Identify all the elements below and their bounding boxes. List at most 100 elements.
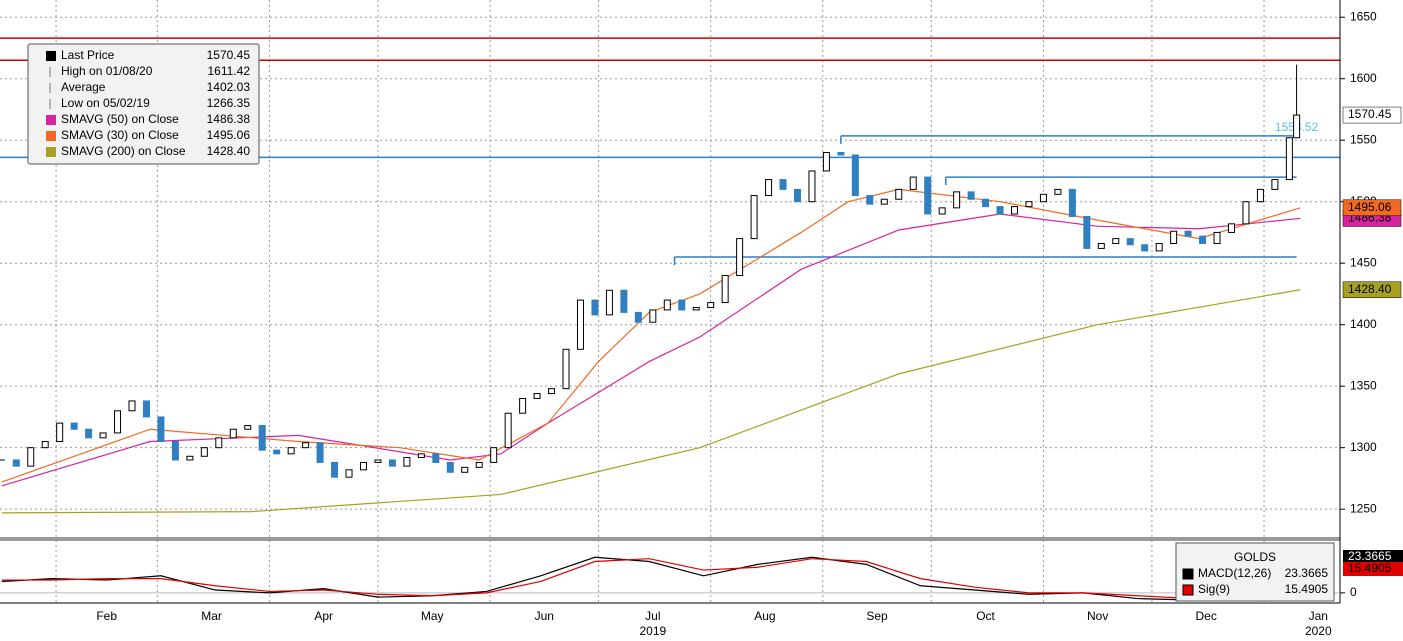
candle <box>779 179 787 190</box>
candle <box>938 207 946 215</box>
candle <box>331 461 339 478</box>
candle <box>1213 231 1221 245</box>
candle <box>982 198 990 208</box>
legend-swatch <box>46 147 56 157</box>
y-tick-label: 1450 <box>1350 255 1377 269</box>
legend-name: Last Price <box>61 48 115 62</box>
candle <box>634 311 642 323</box>
price-tag-label: 1428.40 <box>1348 282 1392 296</box>
y-tick-label: 1350 <box>1350 378 1377 392</box>
candle <box>171 441 179 461</box>
candle <box>1293 114 1301 139</box>
candle <box>996 206 1004 215</box>
legend-name: MACD(12,26) <box>1198 566 1271 580</box>
legend-value: 1428.40 <box>207 144 251 158</box>
candle <box>273 449 281 455</box>
candle <box>70 422 78 430</box>
candle <box>504 412 512 449</box>
macd-tag-label: 15.4905 <box>1348 561 1392 575</box>
x-tick-label: Mar <box>201 609 222 623</box>
macd-tag <box>1343 550 1403 564</box>
candle <box>605 289 613 316</box>
candle <box>27 447 35 467</box>
candle <box>562 348 570 390</box>
legend-value: 1495.06 <box>207 128 251 142</box>
candle <box>157 416 165 443</box>
candle <box>359 461 367 471</box>
candle <box>302 442 310 449</box>
sma-line <box>1 289 1301 514</box>
candle <box>880 198 888 205</box>
candle <box>576 299 584 350</box>
y-tick-label: 1300 <box>1350 440 1377 454</box>
candle <box>909 176 917 190</box>
candle <box>128 400 136 412</box>
candle <box>808 170 816 203</box>
candle <box>114 410 122 434</box>
candle <box>1112 238 1120 245</box>
candle <box>765 179 773 197</box>
candle <box>1227 223 1235 233</box>
legend-swatch <box>1182 568 1194 580</box>
candle <box>446 461 454 473</box>
candle <box>388 459 396 467</box>
candle <box>620 289 628 313</box>
x-tick-label: Jan <box>1309 609 1328 623</box>
macd-tag <box>1343 562 1403 576</box>
candle <box>475 461 483 468</box>
candle <box>1170 230 1178 245</box>
candle <box>736 238 744 276</box>
candle <box>851 154 859 197</box>
candle <box>316 442 324 463</box>
candle <box>533 393 541 399</box>
x-tick-label: Oct <box>976 609 995 623</box>
candle <box>1126 238 1134 246</box>
candle <box>1068 188 1076 217</box>
candle <box>287 447 295 455</box>
candle <box>1285 137 1293 181</box>
sma-line <box>1 188 1301 483</box>
macd-line <box>1 558 1297 600</box>
candle <box>244 425 252 430</box>
candle <box>1025 201 1033 208</box>
candle <box>1097 243 1105 249</box>
candle <box>99 432 107 439</box>
candle <box>1242 201 1250 225</box>
candle <box>258 425 266 451</box>
candle <box>678 299 686 311</box>
price-tag-label: 1570.45 <box>1348 107 1392 121</box>
legend-swatch <box>46 131 56 141</box>
candle <box>1271 179 1279 190</box>
y-tick-label: 1250 <box>1350 501 1377 515</box>
candle <box>837 152 845 156</box>
legend-name: SMAVG (30) on Close <box>61 128 179 142</box>
candle <box>924 176 932 215</box>
candle <box>85 428 93 439</box>
candle <box>417 453 425 459</box>
candle <box>1083 215 1091 249</box>
candle <box>548 388 556 395</box>
x-tick-label: May <box>421 609 444 623</box>
candle <box>750 195 758 240</box>
macd-title: GOLDS <box>1234 550 1276 564</box>
candle <box>12 459 20 467</box>
candle <box>1256 188 1264 203</box>
candle <box>1039 193 1047 203</box>
candle <box>142 400 150 418</box>
candle <box>345 469 353 478</box>
legend-swatch <box>46 51 56 61</box>
y-tick-label: 1550 <box>1350 132 1377 146</box>
legend-name: Sig(9) <box>1198 582 1230 596</box>
legend-box <box>27 43 260 165</box>
x-tick-label: Dec <box>1196 609 1217 623</box>
x-tick-label: Feb <box>96 609 117 623</box>
candle <box>490 447 498 463</box>
candle <box>895 188 903 200</box>
candle <box>967 191 975 200</box>
legend-name: Average <box>61 80 106 94</box>
legend-value: 1611.42 <box>208 64 251 78</box>
candle <box>461 466 469 473</box>
x-tick-label: Aug <box>754 609 775 623</box>
x-tick-label: Jun <box>535 609 554 623</box>
